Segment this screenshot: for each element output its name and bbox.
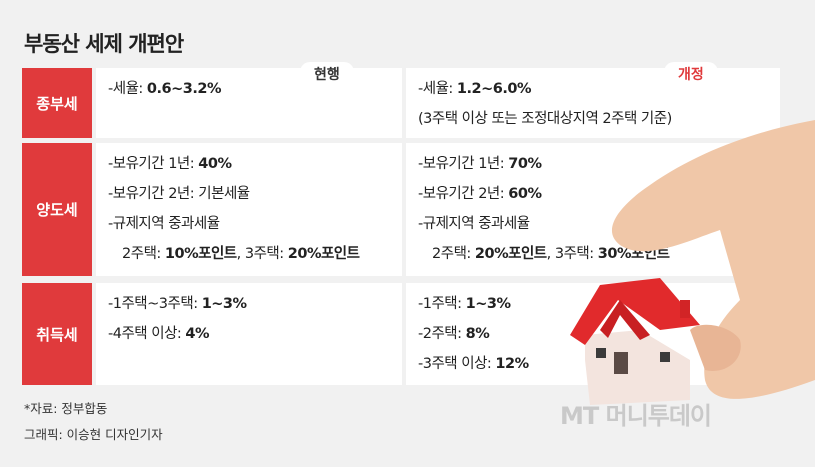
bold-text: 20%포인트 <box>287 246 360 262</box>
table-row: 취득세 -1주택~3주택: 1~3% -4주택 이상: 4% -1주택: 1~3% -2… <box>22 283 780 385</box>
row-label: 양도세 <box>22 143 92 276</box>
cell-line: -4주택 이상: 4% <box>108 323 402 345</box>
bold-text: 10%포인트 <box>164 246 237 262</box>
text: -3주택 이상: <box>418 356 496 372</box>
bold-text: 60% <box>508 186 542 202</box>
cell-line: -보유기간 1년: 40% <box>108 153 402 175</box>
cell-line: -보유기간 2년: 기본세율 <box>108 183 402 205</box>
bold-text: 8% <box>465 326 490 342</box>
source: *자료: 정부합동 <box>24 401 108 416</box>
text: (3주택 이상 또는 조정대상지역 2주택 기준) <box>418 111 672 127</box>
cell-line: -1주택~3주택: 1~3% <box>108 293 402 315</box>
cell-line: -세율: 0.6~3.2% <box>108 78 402 100</box>
cell-line: 2주택: 20%포인트, 3주택: 30%포인트 <box>418 243 780 265</box>
bold-text: 0.6~3.2% <box>146 81 222 97</box>
watermark: MT 머니투데이 <box>560 402 712 430</box>
cell-line: -규제지역 중과세율 <box>108 213 402 235</box>
cell: -1주택: 1~3% -2주택: 8% -3주택 이상: 12% <box>406 283 780 385</box>
text: -보유기간 1년: <box>418 156 509 172</box>
bold-text: 1.2~6.0% <box>456 81 532 97</box>
text: -1주택~3주택: <box>108 296 202 312</box>
cell-line: -세율: 1.2~6.0% <box>418 78 780 100</box>
cell-line: -2주택: 8% <box>418 323 780 345</box>
bold-text: 40% <box>198 156 232 172</box>
text: -세율: <box>418 81 457 97</box>
text: 2주택: <box>122 246 165 262</box>
cell-line: -1주택: 1~3% <box>418 293 780 315</box>
cell: -보유기간 1년: 40% -보유기간 2년: 기본세율 -규제지역 중과세율 2주택… <box>96 143 402 276</box>
text: -세율: <box>108 81 147 97</box>
column-header: 개정 <box>664 62 718 86</box>
bold-text: 12% <box>495 356 529 372</box>
cell-line: (3주택 이상 또는 조정대상지역 2주택 기준) <box>418 108 780 130</box>
text: -보유기간 2년: <box>418 186 509 202</box>
cell-line: -3주택 이상: 12% <box>418 353 780 375</box>
cell-line: 2주택: 10%포인트, 3주택: 20%포인트 <box>108 243 402 265</box>
text: , 3주택: <box>546 246 598 262</box>
cell-line: -보유기간 2년: 60% <box>418 183 780 205</box>
bold-text: 20%포인트 <box>474 246 547 262</box>
bold-text: 30%포인트 <box>597 246 670 262</box>
text: , 3주택: <box>236 246 288 262</box>
credit: 그래픽: 이승현 디자인기자 <box>24 427 163 442</box>
text: -4주택 이상: <box>108 326 186 342</box>
cell-line: -보유기간 1년: 70% <box>418 153 780 175</box>
bold-text: 70% <box>508 156 542 172</box>
text: -보유기간 1년: <box>108 156 199 172</box>
row-label: 취득세 <box>22 283 92 385</box>
table-row: 양도세 -보유기간 1년: 40% -보유기간 2년: 기본세율 -규제지역 중과세율… <box>22 143 780 276</box>
text: -2주택: <box>418 326 466 342</box>
bold-text: 1~3% <box>201 296 247 312</box>
column-header: 현행 <box>300 62 354 86</box>
text: -보유기간 2년: 기본세율 <box>108 186 250 202</box>
cell: -1주택~3주택: 1~3% -4주택 이상: 4% <box>96 283 402 385</box>
cell: -세율: 1.2~6.0% (3주택 이상 또는 조정대상지역 2주택 기준) <box>406 68 780 138</box>
text: 2주택: <box>432 246 475 262</box>
text: -1주택: <box>418 296 466 312</box>
cell: -보유기간 1년: 70% -보유기간 2년: 60% -규제지역 중과세율 2주택:… <box>406 143 780 276</box>
cell-line: -규제지역 중과세율 <box>418 213 780 235</box>
title: 부동산 세제 개편안 <box>24 32 184 56</box>
text: -규제지역 중과세율 <box>108 216 220 232</box>
bold-text: 1~3% <box>465 296 511 312</box>
row-label: 종부세 <box>22 68 92 138</box>
bold-text: 4% <box>185 326 210 342</box>
cell: -세율: 0.6~3.2% <box>96 68 402 138</box>
text: -규제지역 중과세율 <box>418 216 530 232</box>
